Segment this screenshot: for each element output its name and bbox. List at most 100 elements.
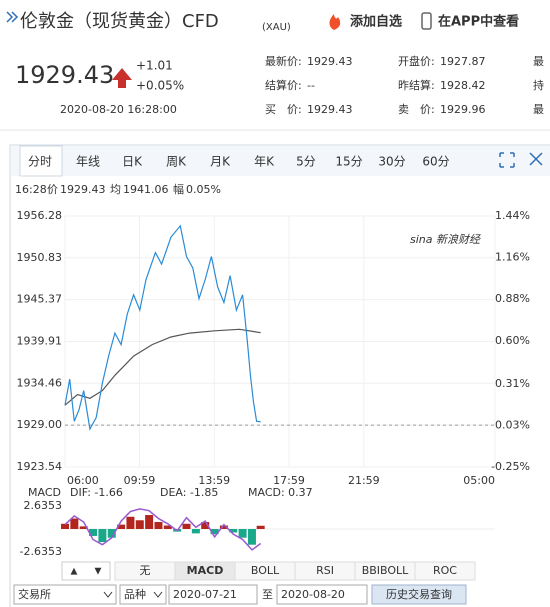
tab-selected[interactable]	[19, 145, 63, 177]
tab[interactable]: 15分	[335, 155, 362, 169]
end-date[interactable]: 2020-08-20	[281, 588, 345, 601]
page-title: 伦敦金（现货黄金）CFD	[20, 11, 219, 32]
tab[interactable]: 分时	[28, 155, 52, 169]
control-box	[61, 561, 111, 581]
start-date-box[interactable]	[168, 584, 258, 605]
field-value: 1929.96	[440, 103, 486, 116]
y-tick-label: 1923.54	[17, 460, 63, 473]
y-tick-label: 1950.83	[17, 251, 63, 264]
macd-bar	[182, 523, 191, 529]
y2-tick-label: 0.88%	[495, 292, 530, 305]
field-label: 买 价:	[265, 103, 302, 116]
macd-bar	[219, 525, 228, 529]
start-date[interactable]: 2020-07-21	[173, 588, 237, 601]
field-value: 1928.42	[440, 79, 486, 92]
y2-tick-label: 0.03%	[495, 418, 530, 431]
variety-select-box[interactable]	[119, 584, 167, 605]
macd-bar	[126, 516, 135, 529]
price-line	[64, 224, 261, 431]
title-icon	[6, 11, 19, 23]
macd-value-label: MACD: 0.37	[248, 486, 313, 499]
change-pct: +0.05%	[136, 79, 184, 93]
quote-time: 2020-08-20 16:28:00	[60, 103, 177, 116]
x-tick-label: 06:00	[67, 474, 99, 487]
info-time: 16:28	[15, 183, 47, 196]
tab[interactable]: 年线	[76, 155, 100, 169]
exchange-select[interactable]: 交易所	[18, 587, 51, 601]
macd-bar	[191, 529, 200, 534]
macd-bar	[79, 526, 88, 529]
query-button[interactable]	[371, 584, 467, 605]
field-label: 持	[533, 78, 544, 92]
field-label: 卖 价:	[398, 103, 435, 116]
macd-bar	[247, 529, 256, 545]
macd-bar	[229, 529, 238, 533]
change: +1.01	[136, 59, 173, 73]
tab[interactable]: 5分	[296, 155, 316, 169]
macd-bar	[98, 529, 107, 543]
y-tick-label: 1934.46	[17, 376, 63, 389]
y2-tick-label: 1.44%	[495, 209, 530, 222]
scroll-up[interactable]: ▲	[71, 567, 78, 577]
tab[interactable]: 周K	[166, 155, 187, 169]
open-app[interactable]: 在APP中查看	[438, 14, 519, 30]
tab[interactable]: 月K	[210, 155, 231, 169]
expand-icon[interactable]	[499, 152, 515, 168]
x-tick-label: 05:00	[463, 474, 495, 487]
add-watch[interactable]: 添加自选	[350, 14, 402, 30]
instrument-code: (XAU)	[262, 22, 291, 33]
info-price: 1929.43	[60, 183, 106, 196]
variety-select-arrow	[153, 591, 163, 598]
macd-tick-label: -2.6353	[20, 545, 62, 558]
macd-bar	[89, 529, 98, 536]
x-tick-label: 17:59	[273, 474, 305, 487]
x-tick-label: 21:59	[348, 474, 380, 487]
indicator-label[interactable]: MACD	[187, 564, 224, 577]
exchange-select-box[interactable]	[13, 584, 117, 605]
indicator-label[interactable]: ROC	[433, 564, 457, 577]
field-label: 昨结算:	[398, 78, 435, 92]
watermark: sina 新浪财经	[410, 233, 481, 246]
query-label[interactable]: 历史交易查询	[386, 587, 452, 601]
info-amp: 0.05%	[186, 183, 221, 196]
field-label: 最新价:	[265, 54, 302, 68]
indicator-label[interactable]: RSI	[316, 564, 334, 577]
up-arrow	[112, 68, 132, 88]
field-value: 1927.87	[440, 55, 486, 68]
info-amp-label: 幅	[173, 183, 184, 196]
tab-bar	[11, 146, 550, 176]
end-date-box[interactable]	[276, 584, 368, 605]
indicator-label[interactable]: 无	[140, 564, 151, 577]
indicator-button[interactable]	[414, 561, 476, 581]
macd-bar	[154, 522, 163, 529]
scroll-down[interactable]: ▼	[95, 567, 102, 577]
macd-bar	[135, 520, 144, 529]
tab[interactable]: 60分	[422, 155, 449, 169]
dif-label: DIF: -1.66	[70, 486, 123, 499]
macd-label: MACD	[28, 486, 61, 499]
tab[interactable]: 年K	[254, 155, 275, 169]
macd-bar	[145, 515, 154, 529]
macd-bar	[117, 524, 126, 529]
close-icon[interactable]	[529, 152, 543, 166]
dif-line	[64, 508, 262, 551]
indicator-label[interactable]: BOLL	[251, 564, 280, 577]
field-value: 1929.43	[307, 103, 353, 116]
field-value: 1929.43	[307, 55, 353, 68]
macd-bar	[210, 529, 219, 535]
info-price-label: 价	[47, 183, 58, 196]
tab[interactable]: 30分	[378, 155, 405, 169]
info-avg: 1941.06	[123, 183, 169, 196]
y-tick-label: 1945.37	[17, 293, 63, 306]
macd-tick-label: 2.6353	[24, 499, 63, 512]
to-label: 至	[262, 588, 273, 601]
y2-tick-label: 0.60%	[495, 334, 530, 347]
tab[interactable]: 日K	[122, 155, 143, 169]
indicator-label[interactable]: BBIBOLL	[362, 564, 409, 577]
info-avg-label: 均	[110, 183, 121, 196]
y2-tick-label: 0.31%	[495, 377, 530, 390]
exchange-select-arrow	[103, 591, 113, 598]
variety-select[interactable]: 品种	[124, 587, 146, 601]
